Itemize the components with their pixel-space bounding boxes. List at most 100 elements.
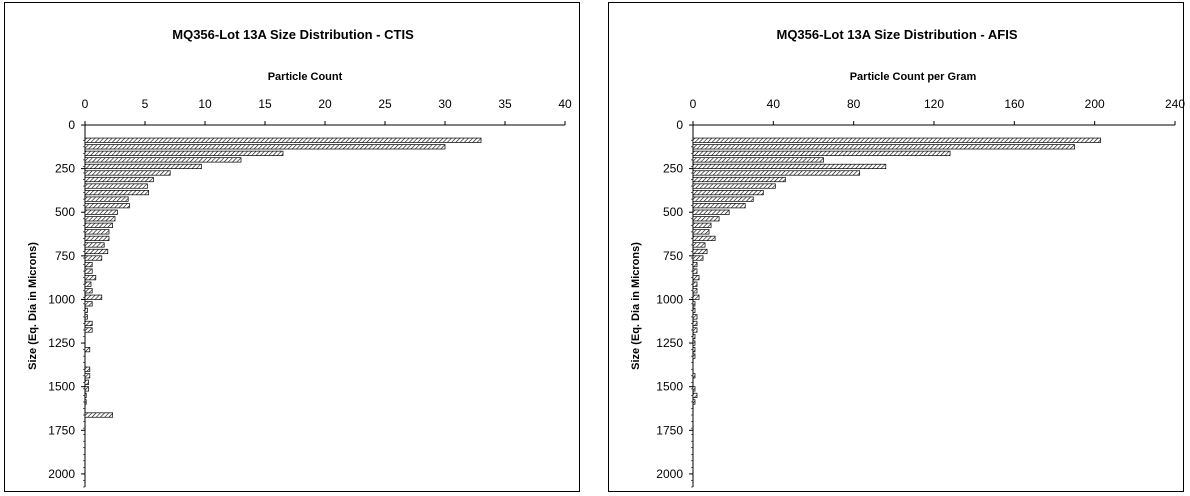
bar [692, 150, 951, 156]
x-tick-label: 0 [690, 97, 697, 111]
x-tick-label: 5 [142, 97, 149, 111]
bar [84, 301, 93, 307]
bar [84, 275, 97, 281]
y-tick-label: 250 [55, 162, 75, 176]
y-tick-label: 1500 [656, 380, 683, 394]
bar [84, 216, 116, 222]
bar [84, 150, 284, 156]
chart-panel-afis: MQ356-Lot 13A Size Distribution - AFIS P… [608, 2, 1185, 492]
bar [84, 314, 88, 320]
plot-area: 0 40 80 120 160 200 240 0 250 500 750 1000 1250 1500 1… [656, 97, 1185, 488]
bar [692, 216, 720, 222]
bar [692, 281, 698, 287]
bar [84, 379, 89, 385]
bar [692, 399, 696, 405]
bar [692, 163, 887, 170]
chart-title: MQ356-Lot 13A Size Distribution - CTIS [172, 27, 414, 42]
y-axis-title: Size (Eq. Dia in Microns) [27, 242, 39, 370]
bar [84, 307, 88, 313]
bar [692, 183, 776, 189]
x-axis-title: Particle Count per Gram [850, 71, 977, 83]
bar [692, 190, 764, 196]
bar [84, 137, 482, 143]
x-tick-label: 20 [318, 97, 332, 111]
bar [84, 163, 202, 170]
bar [692, 373, 696, 379]
bar [84, 176, 154, 183]
bar [692, 222, 712, 228]
y-tick-label: 500 [55, 205, 75, 219]
bar [84, 190, 149, 196]
x-tick-label: 40 [558, 97, 572, 111]
bar [692, 307, 696, 313]
bar [84, 366, 91, 372]
bar [84, 209, 118, 215]
bar [84, 268, 93, 274]
plot-area: 0 5 10 15 20 25 30 35 40 0 250 500 750 1000 1250 1500 17… [48, 97, 572, 488]
y-tick-label: 0 [68, 118, 75, 132]
x-axis-title: Particle Count [268, 71, 343, 83]
bar [84, 347, 91, 353]
bar [692, 229, 710, 235]
y-tick-label: 1250 [48, 336, 75, 350]
bar [84, 157, 242, 163]
y-tick-label: 500 [663, 205, 683, 219]
bar [692, 235, 716, 241]
bar [84, 327, 93, 333]
bar [84, 255, 103, 261]
bar [692, 137, 1102, 143]
bar [84, 320, 93, 327]
y-axis-title: Size (Eq. Dia in Microns) [630, 242, 642, 370]
bar [692, 327, 698, 333]
bar [692, 320, 698, 327]
y-tick-label: 750 [663, 249, 683, 263]
bar [692, 261, 698, 268]
y-tick-label: 2000 [656, 467, 683, 481]
bar [84, 248, 109, 255]
bar [84, 373, 91, 379]
x-tick-label: 10 [198, 97, 212, 111]
y-tick-label: 1750 [656, 423, 683, 437]
bar [84, 170, 171, 176]
chart-afis-svg: MQ356-Lot 13A Size Distribution - AFIS P… [630, 27, 1185, 488]
bar [84, 144, 446, 150]
bar [84, 399, 87, 405]
bar [692, 340, 696, 346]
bar [692, 144, 1075, 150]
y-tick-label: 1000 [48, 292, 75, 306]
bar [692, 209, 730, 215]
bar [84, 235, 110, 241]
bar [692, 248, 708, 255]
x-tick-label: 15 [258, 97, 272, 111]
bar [84, 196, 129, 202]
x-tick-label: 35 [498, 97, 512, 111]
bar [692, 301, 696, 307]
bar [692, 176, 786, 183]
chart-title: MQ356-Lot 13A Size Distribution - AFIS [776, 27, 1017, 42]
x-tick-label: 160 [1004, 97, 1024, 111]
bar [692, 157, 824, 163]
bar [84, 203, 130, 209]
bar [692, 203, 746, 209]
y-tick-label: 2000 [48, 467, 75, 481]
x-tick-label: 200 [1085, 97, 1105, 111]
bar [692, 347, 696, 353]
bar [692, 294, 700, 300]
bar [692, 275, 700, 281]
x-tick-label: 0 [82, 97, 89, 111]
bar [692, 353, 696, 359]
bar [692, 242, 706, 248]
x-tick-label: 120 [924, 97, 944, 111]
bar [692, 268, 698, 274]
bar [692, 314, 698, 320]
bar [84, 412, 113, 418]
bar [692, 288, 698, 294]
y-tick-label: 1500 [48, 380, 75, 394]
bar [692, 386, 696, 392]
x-tick-label: 240 [1165, 97, 1185, 111]
bar [84, 183, 148, 189]
x-tick-label: 25 [378, 97, 392, 111]
x-tick-label: 80 [847, 97, 861, 111]
bar [84, 261, 93, 268]
y-tick-label: 0 [676, 118, 683, 132]
